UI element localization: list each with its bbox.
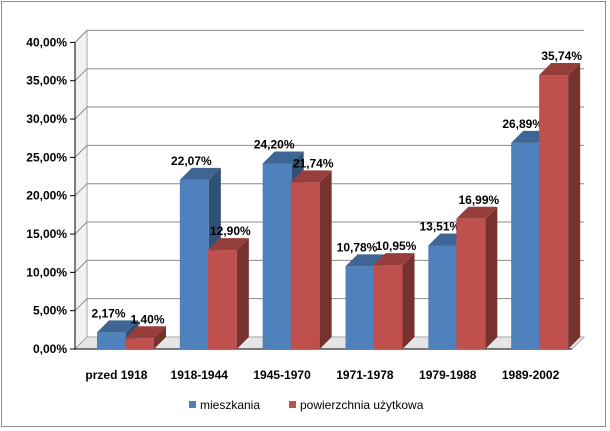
data-label: 2,17% [91,306,125,320]
data-label: 22,07% [171,154,212,168]
bar-powierzchnia-front [207,250,237,349]
data-label: 35,74% [541,49,582,63]
legend-swatch-0 [189,401,196,408]
y-tick-label: 15,00% [26,227,67,241]
bar-top [207,238,249,251]
gridline [74,259,584,273]
bar-mieszkania-front [511,142,541,349]
gridline [74,144,584,158]
gridline [74,298,584,312]
data-label: 10,95% [376,239,417,253]
gridline [74,29,584,43]
data-label: 1,40% [130,312,164,326]
gridline [74,106,584,120]
y-tick-label: 20,00% [26,189,67,203]
bar-top [179,167,221,180]
bar-side [402,253,415,349]
data-label: 24,20% [254,138,295,152]
data-label: 26,89% [502,117,543,131]
bar-side [319,170,332,349]
bar-top [262,151,304,164]
gridline [74,221,584,235]
bar-mieszkania-front [345,266,375,349]
data-label: 10,78% [337,240,378,254]
bar-side [236,238,249,349]
bar-top [290,170,332,183]
bar-powierzchnia-front [539,75,569,349]
legend-swatch-1 [289,401,296,408]
bar-mieszkania-front [97,332,126,349]
bar-top [373,253,415,266]
bar-side [485,206,498,349]
x-tick-label: przed 1918 [85,368,147,382]
bar-powierzchnia-front [290,182,320,349]
bar-top [539,63,581,76]
bar-side [568,63,581,350]
bar-powierzchnia-front [125,338,154,349]
y-tick-label: 25,00% [26,150,67,164]
y-tick-label: 35,00% [26,74,67,88]
y-tick-label: 40,00% [26,35,67,49]
bar-top [125,326,166,339]
x-tick-label: 1918-1944 [171,368,229,382]
x-tick-label: 1971-1978 [336,368,394,382]
data-label: 13,51% [419,219,460,233]
data-label: 16,99% [458,193,499,207]
legend-label-1: powierzchnia użytkowa [300,398,424,412]
data-label: 12,90% [210,224,251,238]
x-tick-label: 1989-2002 [502,368,560,382]
y-tick-label: 5,00% [33,304,67,318]
bar-top [456,206,498,219]
bar-mieszkania-front [262,163,292,349]
bar-side [154,326,166,349]
legend-label-0: mieszkania [200,398,260,412]
y-tick-label: 0,00% [33,342,67,356]
gridline [74,68,584,82]
x-tick-label: 1945-1970 [253,368,311,382]
bar-top [97,320,138,333]
bar-powierzchnia-front [373,265,403,349]
x-tick-label: 1979-1988 [419,368,477,382]
bar-powierzchnia-front [456,218,486,349]
y-tick-label: 10,00% [26,265,67,279]
bar-mieszkania-front [179,179,209,349]
gridline [74,183,584,197]
bar-mieszkania-front [428,245,458,349]
data-label: 21,74% [293,156,334,170]
y-tick-label: 30,00% [26,112,67,126]
